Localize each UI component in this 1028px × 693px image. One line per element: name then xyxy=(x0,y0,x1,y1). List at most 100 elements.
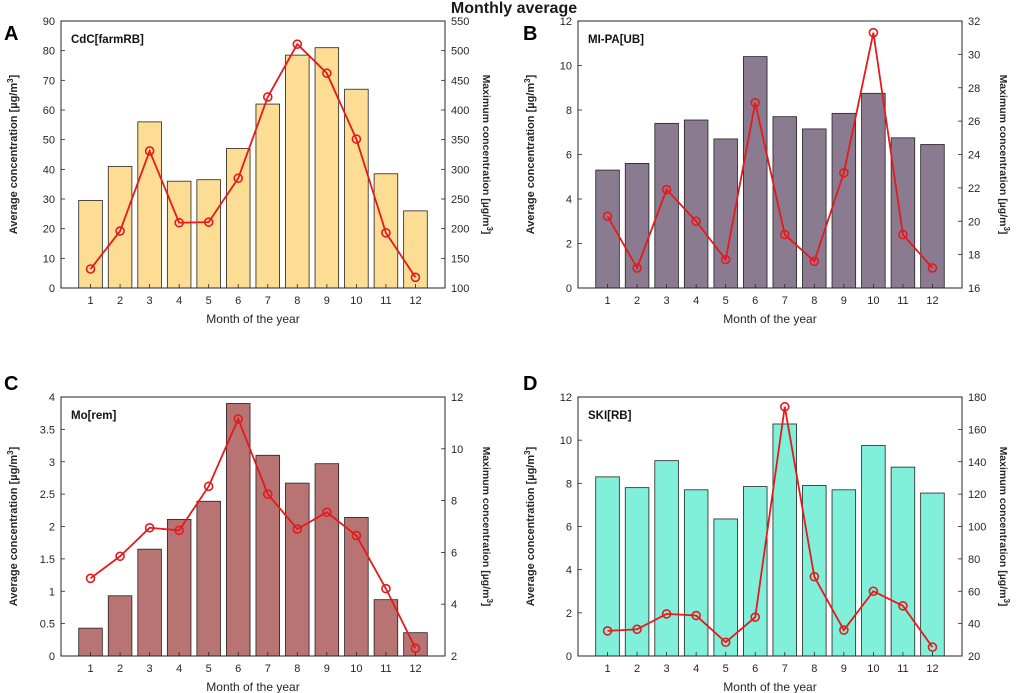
marker-c-month-5 xyxy=(203,481,214,492)
y-tick-label: 40 xyxy=(43,164,55,176)
y2-tick-label: 26 xyxy=(968,116,980,128)
x-tick-label: 9 xyxy=(324,295,330,307)
marker-d-month-2 xyxy=(632,624,642,635)
marker-b-month-8 xyxy=(809,256,820,267)
x-tick-label: 3 xyxy=(664,295,670,307)
y-tick-label: 80 xyxy=(43,46,55,58)
marker-d-month-9 xyxy=(839,625,849,635)
x-axis-label: Month of the year xyxy=(206,680,299,693)
x-tick-label: 12 xyxy=(926,663,938,675)
panel-letter: D xyxy=(523,373,537,395)
x-tick-label: 5 xyxy=(206,295,212,307)
x-tick-label: 7 xyxy=(265,663,271,675)
y2-tick-label: 180 xyxy=(968,392,986,404)
marker-a-month-12 xyxy=(410,272,421,283)
marker-d-month-4 xyxy=(691,610,701,621)
x-tick-label: 8 xyxy=(811,295,817,307)
bar-c-month-1 xyxy=(78,627,103,657)
marker-d-month-7 xyxy=(779,401,790,412)
y2-tick-label: 24 xyxy=(968,150,980,162)
bar-a-month-6 xyxy=(226,148,251,289)
x-tick-label: 12 xyxy=(926,295,938,307)
y2-tick-label: 160 xyxy=(968,424,986,436)
marker-a-month-1 xyxy=(85,264,96,274)
bar-d-month-2 xyxy=(624,487,650,657)
y2-tick-label: 12 xyxy=(451,392,463,404)
y-tick-label: 0 xyxy=(49,651,55,663)
marker-d-month-5 xyxy=(720,637,731,648)
bar-c-month-4 xyxy=(166,518,192,657)
y-tick-label: 2 xyxy=(566,239,572,251)
x-tick-label: 1 xyxy=(604,295,610,307)
y-tick-label: 2 xyxy=(566,608,572,620)
marker-c-month-2 xyxy=(115,551,125,562)
marker-a-month-5 xyxy=(203,217,214,227)
y2-axis-label: Maximum concentration [µg/m3] xyxy=(480,75,494,235)
marker-d-month-1 xyxy=(602,626,613,636)
bar-a-month-7 xyxy=(255,103,280,289)
y-tick-label: 0 xyxy=(49,283,55,295)
marker-a-month-9 xyxy=(322,68,332,79)
marker-c-month-10 xyxy=(351,530,362,541)
x-tick-label: 1 xyxy=(87,663,93,675)
y-tick-label: 90 xyxy=(43,16,55,28)
bar-b-month-3 xyxy=(654,122,679,289)
y-tick-label: 20 xyxy=(43,224,55,236)
y2-tick-label: 30 xyxy=(968,49,980,61)
bar-c-month-2 xyxy=(107,595,133,657)
y-tick-label: 4 xyxy=(49,392,55,404)
marker-b-month-2 xyxy=(632,263,642,273)
bar-a-month-8 xyxy=(285,54,310,289)
y-tick-label: 1 xyxy=(49,586,55,598)
station-label: MI-PA[UB] xyxy=(588,34,644,46)
bar-c-month-9 xyxy=(314,463,340,657)
x-tick-label: 10 xyxy=(350,663,362,675)
y2-tick-label: 150 xyxy=(451,253,469,265)
bar-d-month-6 xyxy=(743,486,768,657)
marker-a-month-10 xyxy=(351,134,362,144)
panel-letter: B xyxy=(523,23,537,45)
x-tick-label: 1 xyxy=(87,295,93,307)
bar-c-month-10 xyxy=(344,517,369,657)
y-tick-label: 0.5 xyxy=(40,619,55,631)
y-tick-label: 0 xyxy=(566,283,572,295)
y-tick-label: 1.5 xyxy=(40,554,55,566)
bar-d-month-1 xyxy=(595,476,620,657)
y-tick-label: 70 xyxy=(43,75,55,87)
x-tick-label: 3 xyxy=(664,663,670,675)
marker-d-month-11 xyxy=(898,601,908,611)
y2-tick-label: 18 xyxy=(968,250,980,262)
y-tick-label: 0 xyxy=(566,651,572,663)
bar-a-month-9 xyxy=(314,47,340,289)
marker-a-month-3 xyxy=(144,146,155,156)
x-tick-label: 4 xyxy=(176,295,182,307)
x-tick-label: 10 xyxy=(867,663,879,675)
x-tick-label: 8 xyxy=(811,663,817,675)
x-tick-label: 7 xyxy=(265,295,271,307)
bar-a-month-4 xyxy=(166,180,192,289)
bar-d-month-3 xyxy=(654,460,679,657)
y2-tick-label: 300 xyxy=(451,164,469,176)
bar-b-month-10 xyxy=(861,92,886,289)
y-tick-label: 10 xyxy=(43,253,55,265)
max-concentration-line xyxy=(607,406,934,648)
y2-tick-label: 40 xyxy=(968,619,980,631)
station-label: SKI[RB] xyxy=(588,410,632,422)
marker-a-month-7 xyxy=(262,92,273,102)
marker-c-month-1 xyxy=(85,573,96,584)
bar-d-month-4 xyxy=(683,489,709,657)
bar-b-month-9 xyxy=(831,112,857,289)
marker-c-month-6 xyxy=(233,414,244,424)
panel-letter: C xyxy=(4,373,18,395)
max-concentration-line xyxy=(606,32,934,271)
x-tick-label: 6 xyxy=(235,295,241,307)
y2-tick-label: 20 xyxy=(968,216,980,228)
marker-b-month-6 xyxy=(750,97,761,108)
bar-c-month-11 xyxy=(373,599,399,657)
max-concentration-line xyxy=(90,416,417,649)
x-axis-label: Month of the year xyxy=(206,312,299,326)
x-tick-label: 11 xyxy=(897,663,908,675)
y2-tick-label: 28 xyxy=(968,83,980,95)
panel-letter: A xyxy=(4,23,18,45)
